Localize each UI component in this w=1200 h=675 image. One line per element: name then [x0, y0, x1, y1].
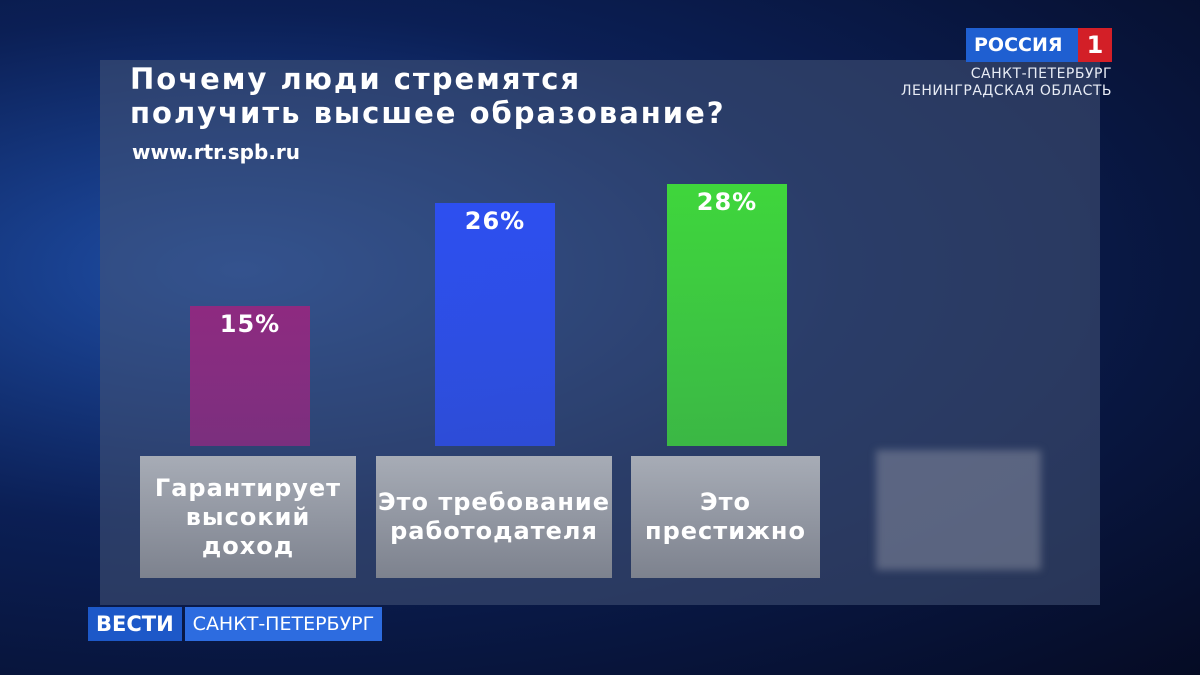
region: ЛЕНИНГРАДСКАЯ ОБЛАСТЬ	[900, 83, 1112, 99]
city: САНКТ-ПЕТЕРБУРГ	[184, 607, 383, 641]
value-label: 26%	[464, 206, 526, 235]
category-label: Гарантирует высокий доход	[140, 456, 356, 578]
category-label: Это требование работодателя	[376, 456, 612, 578]
bar	[190, 305, 310, 446]
bar	[667, 184, 787, 446]
blurred-area	[876, 450, 1041, 570]
program: ВЕСТИ	[88, 607, 182, 641]
value-label: 15%	[219, 309, 281, 338]
bar	[435, 202, 555, 446]
channel-name: РОССИЯ	[966, 28, 1078, 62]
category-label: Это престижно	[631, 456, 820, 578]
channel-number: 1	[1078, 28, 1112, 62]
region: САНКТ-ПЕТЕРБУРГ	[970, 66, 1112, 82]
lower-third: ВЕСТИ САНКТ-ПЕТЕРБУРГ	[88, 607, 383, 641]
subtitle: www.rtr.spb.ru	[132, 140, 301, 164]
chart-title: Почему люди стремятся получить высшее об…	[130, 62, 726, 130]
value-label: 28%	[696, 188, 758, 216]
channel-logo: РОССИЯ 1	[966, 28, 1112, 62]
